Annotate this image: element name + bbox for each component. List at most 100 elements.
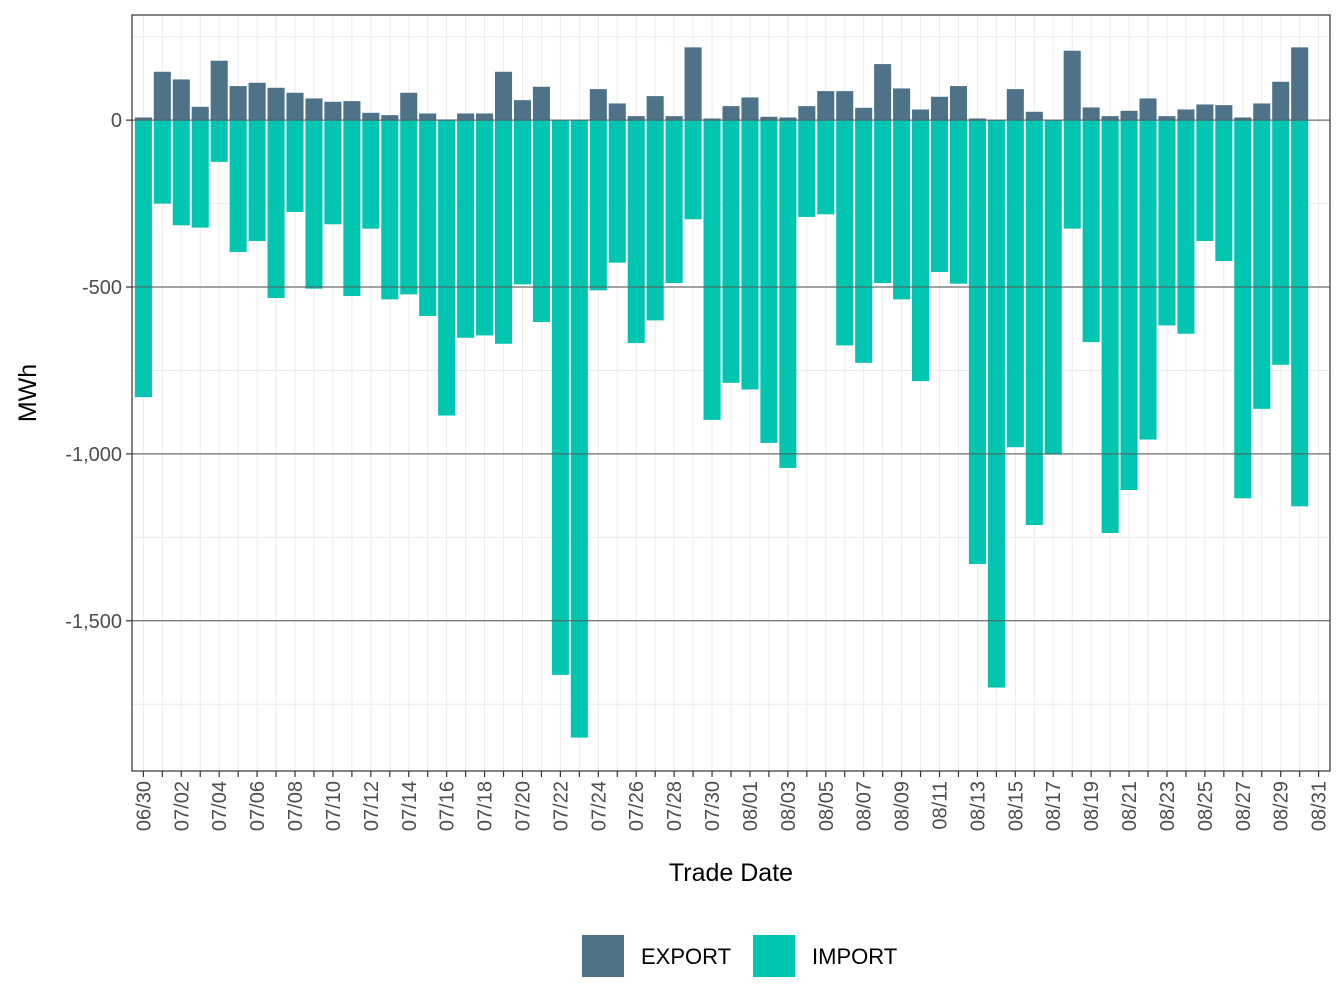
import-bar <box>400 120 418 295</box>
legend-swatch-import <box>753 935 795 977</box>
export-bar <box>191 106 209 121</box>
import-bar <box>1101 120 1119 534</box>
x-tick-label: 08/07 <box>854 781 876 831</box>
import-bar <box>874 120 892 284</box>
export-bar <box>703 118 721 121</box>
x-tick-label: 08/11 <box>930 781 952 830</box>
export-bar <box>1196 104 1214 121</box>
import-bar <box>570 120 588 738</box>
import-bar <box>305 120 323 289</box>
import-bar <box>153 120 171 204</box>
import-bar <box>1158 120 1176 326</box>
import-bar <box>1234 120 1252 499</box>
export-bar <box>1025 111 1043 121</box>
import-bar <box>1215 120 1233 261</box>
export-bar <box>1082 107 1100 121</box>
export-bar <box>760 116 778 121</box>
export-bar <box>1291 47 1309 121</box>
x-tick-label: 08/05 <box>816 781 838 831</box>
import-bar <box>267 120 285 299</box>
import-bar <box>987 120 1005 688</box>
export-bar <box>741 97 759 121</box>
import-bar <box>513 120 532 285</box>
import-bar <box>627 120 645 344</box>
import-bar <box>381 120 399 300</box>
x-axis-title: Trade Date <box>669 859 793 887</box>
export-bar <box>1215 105 1233 121</box>
import-bar <box>665 120 683 284</box>
y-tick-label: -500 <box>82 277 122 299</box>
import-bar <box>1196 120 1214 241</box>
export-bar <box>912 109 930 121</box>
export-bar <box>855 107 873 121</box>
export-bar <box>684 47 702 121</box>
export-bar <box>153 71 171 121</box>
export-bar <box>381 115 399 121</box>
import-bar <box>495 120 513 344</box>
import-bar <box>798 120 816 217</box>
export-bar <box>305 98 323 121</box>
import-bar <box>760 120 778 443</box>
x-tick-label: 08/27 <box>1233 781 1255 831</box>
x-tick-label: 08/17 <box>1043 781 1065 831</box>
export-bar <box>1177 109 1195 121</box>
import-bar <box>419 120 437 317</box>
import-bar <box>608 120 626 263</box>
import-bar <box>134 120 152 398</box>
export-bar <box>665 116 683 121</box>
import-bar <box>855 120 873 363</box>
x-tick-label: 07/14 <box>399 781 421 831</box>
export-bar <box>836 91 854 121</box>
export-bar <box>210 60 228 121</box>
y-tick-label: -1,000 <box>65 444 122 466</box>
import-bar <box>532 120 550 323</box>
export-bar <box>267 87 285 121</box>
export-bar <box>1120 110 1138 121</box>
export-bar <box>343 101 361 121</box>
export-bar <box>286 92 304 121</box>
import-bar <box>343 120 361 297</box>
x-tick-label: 08/21 <box>1119 781 1141 831</box>
export-bar <box>532 86 550 121</box>
export-bar <box>893 88 911 121</box>
x-tick-label: 07/18 <box>475 781 497 831</box>
import-bar <box>1177 120 1195 334</box>
import-bar <box>457 120 475 338</box>
export-bar <box>817 91 835 121</box>
y-tick-label: -1,500 <box>65 611 122 633</box>
x-tick-label: 07/20 <box>512 781 534 831</box>
x-tick-label: 08/23 <box>1157 781 1179 831</box>
import-bar <box>1253 120 1271 409</box>
export-bar <box>495 71 513 121</box>
import-bar <box>1120 120 1138 490</box>
export-bar <box>930 96 949 121</box>
legend-label-import: IMPORT <box>812 944 897 969</box>
x-tick-label: 08/01 <box>740 781 762 831</box>
export-bar <box>324 101 342 121</box>
import-bar <box>589 120 607 291</box>
legend-label-export: EXPORT <box>641 944 731 969</box>
bars <box>132 47 1330 738</box>
import-bar <box>210 120 228 162</box>
export-bar <box>1253 103 1271 121</box>
x-tick-label: 07/28 <box>664 781 686 831</box>
x-tick-label: 07/16 <box>437 781 459 831</box>
export-bar <box>949 86 967 121</box>
x-tick-label: 08/13 <box>967 781 989 831</box>
x-tick-label: 07/30 <box>702 781 724 831</box>
x-tick-label: 08/15 <box>1005 781 1027 831</box>
x-tick-label: 07/08 <box>285 781 307 831</box>
export-bar <box>968 118 986 121</box>
x-tick-label: 07/06 <box>247 781 269 831</box>
import-bar <box>229 120 247 252</box>
import-bar <box>912 120 930 382</box>
export-bar <box>419 113 437 121</box>
export-bar <box>400 92 418 121</box>
import-bar <box>324 120 342 225</box>
export-bar <box>646 96 664 121</box>
import-bar <box>286 120 304 212</box>
x-tick-label: 08/09 <box>892 781 914 831</box>
export-bar <box>722 106 740 121</box>
export-bar <box>476 113 494 121</box>
